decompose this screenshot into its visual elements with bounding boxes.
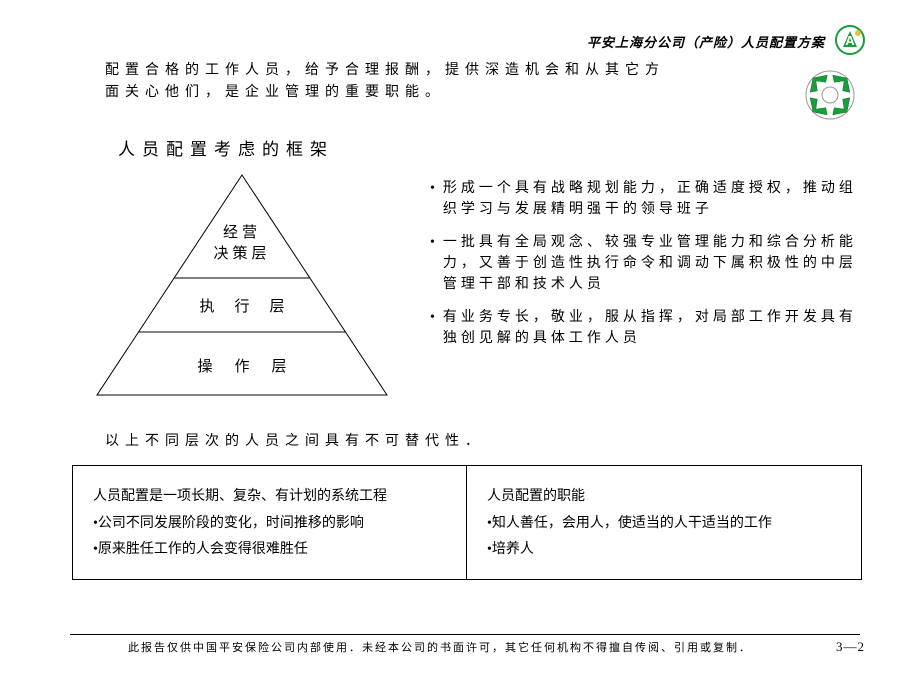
- section-title: 人员配置考虑的框架: [118, 135, 334, 160]
- bullet-item: • 有业务专长，敬业，服从指挥，对局部工作开发具有独创见解的具体工作人员: [430, 307, 860, 349]
- box-right-item: •培养人: [487, 537, 841, 564]
- bullet-dot-icon: •: [430, 178, 439, 220]
- header-title: 平安上海分公司（产险）人员配置方案: [587, 32, 825, 51]
- box-left-item: •公司不同发展阶段的变化，时间推移的影响: [93, 511, 446, 538]
- box-right: 人员配置的职能 •知人善任，会用人，使适当的人干适当的工作 •培养人: [467, 466, 861, 579]
- box-right-item-text: 知人善任，会用人，使适当的人干适当的工作: [492, 516, 772, 531]
- bullet-dot-icon: •: [430, 307, 439, 349]
- bullet-text: 有业务专长，敬业，服从指挥，对局部工作开发具有独创见解的具体工作人员: [443, 307, 860, 349]
- pyramid-top-line2: 决策层: [213, 246, 270, 262]
- pyramid-diagram: 经营 决策层 执行层 操作层: [92, 170, 392, 410]
- pyramid-top-line1: 经营: [223, 225, 261, 241]
- svg-text:A: A: [845, 33, 855, 48]
- footer-divider: [70, 634, 860, 635]
- bullet-list: • 形成一个具有战略规划能力，正确适度授权，推动组织学习与发展精明强干的领导班子…: [430, 178, 860, 361]
- pyramid-level-mid: 执行层: [92, 295, 392, 316]
- bullet-item: • 形成一个具有战略规划能力，正确适度授权，推动组织学习与发展精明强干的领导班子: [430, 178, 860, 220]
- pyramid-level-top: 经营 决策层: [92, 223, 392, 265]
- intro-line2: 面关心他们，是企业管理的重要职能。: [105, 85, 445, 100]
- bullet-dot-icon: •: [430, 232, 439, 295]
- box-right-item: •知人善任，会用人，使适当的人干适当的工作: [487, 511, 841, 538]
- box-right-item-text: 培养人: [492, 542, 534, 557]
- box-left-item-text: 公司不同发展阶段的变化，时间推移的影响: [98, 516, 364, 531]
- box-right-title: 人员配置的职能: [487, 484, 841, 511]
- box-left-title: 人员配置是一项长期、复杂、有计划的系统工程: [93, 484, 446, 511]
- footer-disclaimer: 此报告仅供中国平安保险公司内部使用．未经本公司的书面许可，其它任何机构不得擅自传…: [70, 639, 810, 655]
- conclusion-text: 以上不同层次的人员之间具有不可替代性．: [105, 430, 485, 450]
- cycle-arrows-icon: [800, 65, 860, 130]
- box-left-item: •原来胜任工作的人会变得很难胜任: [93, 537, 446, 564]
- box-left: 人员配置是一项长期、复杂、有计划的系统工程 •公司不同发展阶段的变化，时间推移的…: [73, 466, 467, 579]
- bullet-text: 形成一个具有战略规划能力，正确适度授权，推动组织学习与发展精明强干的领导班子: [443, 178, 860, 220]
- intro-paragraph: 配置合格的工作人员，给予合理报酬，提供深造机会和从其它方 面关心他们，是企业管理…: [105, 60, 745, 105]
- page-number: 3—2: [836, 639, 865, 655]
- intro-line1: 配置合格的工作人员，给予合理报酬，提供深造机会和从其它方: [105, 63, 665, 78]
- box-left-item-text: 原来胜任工作的人会变得很难胜任: [98, 542, 308, 557]
- company-logo-icon: A: [835, 25, 865, 60]
- bullet-text: 一批具有全局观念、较强专业管理能力和综合分析能力，又善于创造性执行命令和调动下属…: [443, 232, 860, 295]
- summary-boxes: 人员配置是一项长期、复杂、有计划的系统工程 •公司不同发展阶段的变化，时间推移的…: [72, 465, 862, 580]
- pyramid-level-bot: 操作层: [92, 355, 392, 376]
- bullet-item: • 一批具有全局观念、较强专业管理能力和综合分析能力，又善于创造性执行命令和调动…: [430, 232, 860, 295]
